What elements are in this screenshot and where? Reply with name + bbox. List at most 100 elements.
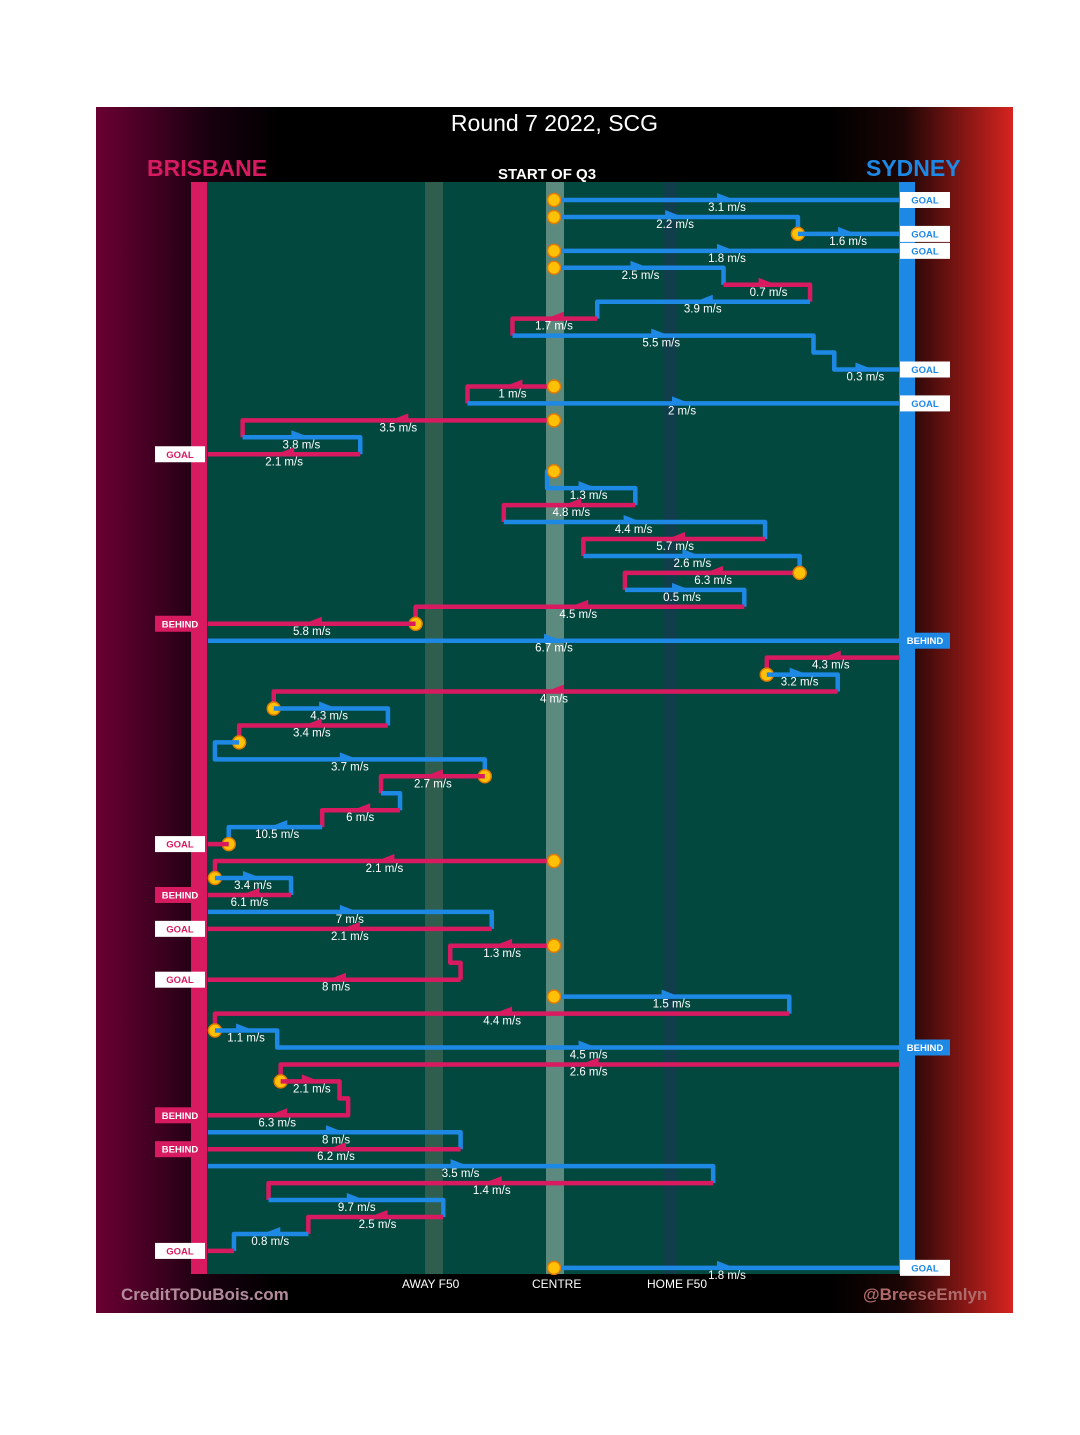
chain-6-arrow-0	[694, 294, 713, 303]
chain-43-arrow-0	[494, 1006, 513, 1015]
chain-28-arrow-0	[303, 718, 322, 727]
chain-31-path	[381, 791, 403, 811]
chain-22-end-label: BEHIND	[162, 619, 199, 630]
chain-48-arrow-0	[328, 1142, 347, 1151]
chain-25-speed-label-0: 3.2 m/s	[781, 677, 819, 689]
chain-7-path	[510, 316, 598, 336]
chain-12-path	[242, 435, 363, 455]
chain-21-arrow-0	[570, 599, 589, 608]
chain-22-end-badge	[155, 615, 205, 632]
chain-14-start-marker	[546, 463, 562, 479]
chain-13-end-badge	[155, 446, 205, 463]
chain-42-speed-label-0: 1.5 m/s	[653, 999, 691, 1011]
chain-2-end-badge	[900, 225, 950, 242]
chain-46-arrow-1	[269, 1108, 288, 1117]
chain-11-start-marker	[546, 413, 562, 428]
chain-25-arrow-0	[789, 667, 808, 676]
home-f50-line	[664, 182, 678, 1274]
chain-6-speed-label-0: 3.9 m/s	[684, 304, 722, 316]
chain-16-path	[503, 519, 768, 539]
chain-38-arrow-0	[339, 904, 358, 913]
chain-32-speed-label-0: 6 m/s	[346, 812, 374, 824]
chain-22-speed-label-0: 5.8 m/s	[293, 626, 331, 638]
sydney-goal-line	[899, 182, 915, 1274]
chain-39-arrow-0	[341, 921, 360, 930]
chain-37-end-label: BEHIND	[162, 890, 199, 901]
chain-46-speed-label-0: 2.1 m/s	[293, 1083, 331, 1095]
chain-8-speed-label-0: 5.5 m/s	[642, 338, 680, 350]
chain-1-speed-label-0: 2.2 m/s	[656, 219, 694, 231]
chain-55-end-label: GOAL	[911, 1263, 939, 1274]
chain-0-end-label: GOAL	[911, 196, 939, 207]
chain-54-end-label: GOAL	[166, 1246, 194, 1257]
chain-17-arrow-0	[667, 532, 686, 540]
chain-42-arrow-0	[661, 989, 680, 998]
chain-47-path	[208, 1130, 463, 1150]
chain-7-speed-label-0: 1.7 m/s	[535, 321, 573, 333]
chain-4-arrow-0	[630, 260, 649, 269]
chain-9-start-marker	[546, 379, 562, 394]
chain-26-arrow-0	[546, 684, 564, 693]
chain-49-path	[208, 1163, 716, 1184]
chain-44-speed-label-1: 4.5 m/s	[570, 1050, 608, 1062]
chain-0-arrow-0	[717, 193, 735, 201]
chart-title: Round 7 2022, SCG	[450, 110, 659, 136]
chain-50-speed-label-0: 1.4 m/s	[473, 1185, 511, 1197]
chain-35-speed-label-0: 2.1 m/s	[366, 863, 404, 875]
chain-2-arrow-0	[838, 226, 857, 235]
chain-3-arrow-0	[717, 243, 735, 252]
chain-47-speed-label-0: 8 m/s	[322, 1134, 350, 1146]
axis-label-home-f50: HOME F50	[647, 1277, 708, 1291]
chain-41-arrow-0	[328, 972, 347, 981]
chain-44-end-label: BEHIND	[907, 1043, 944, 1054]
chain-12-arrow-0	[291, 430, 310, 439]
chain-48-end-badge	[155, 1141, 205, 1158]
chain-51-speed-label-0: 9.7 m/s	[338, 1202, 376, 1214]
chain-15-speed-label-0: 4.8 m/s	[552, 507, 590, 519]
chain-24-speed-label-0: 4.3 m/s	[812, 660, 850, 672]
chain-33-arrow-0	[269, 820, 288, 829]
chain-2-speed-label-0: 1.6 m/s	[829, 236, 867, 248]
chain-45-arrow-0	[580, 1057, 599, 1066]
chain-27-speed-label-0: 4.3 m/s	[310, 711, 348, 723]
chain-48-end-label: BEHIND	[162, 1145, 199, 1156]
chain-33-speed-label-0: 10.5 m/s	[255, 829, 299, 841]
chain-14-speed-label-0: 1.3 m/s	[570, 490, 608, 502]
chain-55-end-badge	[900, 1259, 950, 1276]
chain-26-speed-label-0: 4 m/s	[540, 694, 568, 706]
chain-14-arrow-0	[578, 481, 597, 490]
chain-13-arrow-0	[276, 447, 295, 456]
team-left-label: BRISBANE	[147, 155, 268, 181]
chain-9-speed-label-0: 1 m/s	[498, 388, 526, 400]
chain-6-path	[595, 299, 811, 319]
chain-15-path	[501, 502, 636, 523]
chain-46-speed-label-1: 6.3 m/s	[258, 1117, 296, 1129]
chain-49-speed-label-0: 3.5 m/s	[442, 1168, 480, 1180]
chain-13-end-label: GOAL	[166, 450, 194, 461]
chain-10-speed-label-0: 2 m/s	[668, 405, 696, 417]
chain-40-start-marker	[546, 938, 562, 954]
chain-10-end-label: GOAL	[911, 399, 939, 410]
chain-53-speed-label-0: 0.8 m/s	[251, 1236, 289, 1248]
chain-36-path	[214, 875, 294, 895]
chain-1-start-marker	[546, 209, 562, 225]
chain-0-speed-label-0: 3.1 m/s	[708, 202, 746, 214]
chain-4-path	[554, 265, 726, 285]
chain-27-path	[273, 706, 391, 726]
chain-28-speed-label-0: 3.4 m/s	[293, 727, 331, 739]
chain-40-arrow-0	[494, 938, 513, 947]
chain-17-speed-label-0: 5.7 m/s	[656, 541, 694, 553]
chain-10-arrow-0	[672, 396, 691, 405]
chain-34-end-label: GOAL	[166, 840, 194, 851]
chain-10-end-badge	[900, 395, 950, 412]
chain-3-start-marker	[546, 243, 562, 259]
centre-line	[546, 182, 564, 1274]
chain-9-arrow-0	[504, 379, 523, 388]
chain-3-end-label: GOAL	[911, 246, 939, 257]
chain-8-arrow-0	[651, 328, 670, 337]
chain-34-end-badge	[155, 836, 205, 853]
chain-40-path	[447, 943, 554, 980]
chain-39-speed-label-0: 2.1 m/s	[331, 931, 369, 943]
chain-8-end-badge	[900, 361, 950, 378]
chain-8-end-label: GOAL	[911, 365, 939, 376]
